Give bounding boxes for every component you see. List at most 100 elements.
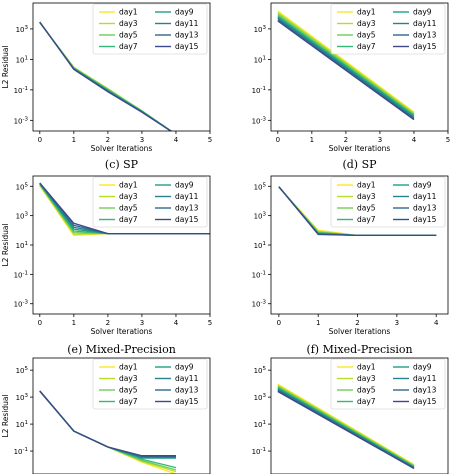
y-axis-label: L2 Residual xyxy=(1,394,10,437)
x-tick-label: 1 xyxy=(72,136,76,144)
legend-box xyxy=(92,176,208,228)
legend-label-day5: day5 xyxy=(357,386,376,395)
legend-label-day9: day9 xyxy=(413,8,432,17)
x-tick-label: 4 xyxy=(412,136,417,144)
legend-label-day5: day5 xyxy=(119,386,138,395)
legend-label-day1: day1 xyxy=(357,8,376,17)
legend-label-day9: day9 xyxy=(175,8,194,17)
y-tick-label: 10-1 xyxy=(14,270,28,279)
legend-label-day5: day5 xyxy=(119,31,138,40)
series-line-day7 xyxy=(277,15,415,116)
legend: day1 day3 day5 day7 day9 day11 day13 day15 xyxy=(330,176,446,228)
x-tick-label: 1 xyxy=(72,319,76,327)
legend-label-day9: day9 xyxy=(413,181,432,190)
legend-label-day11: day11 xyxy=(413,192,437,201)
x-tick-label: 3 xyxy=(378,136,382,144)
legend-label-day7: day7 xyxy=(357,42,376,51)
legend-box xyxy=(330,358,446,410)
x-tick-label: 2 xyxy=(106,319,110,327)
x-axis-label: Solver Iterations xyxy=(329,144,391,153)
y-tick-label: 10-1 xyxy=(252,447,266,456)
legend-label-day1: day1 xyxy=(119,363,138,372)
x-tick-label: 0 xyxy=(38,136,42,144)
panel-caption: (f) Mixed-Precision xyxy=(306,343,412,356)
y-tick-label: 10-3 xyxy=(252,116,267,125)
x-axis-label: Solver Iterations xyxy=(329,327,391,336)
legend: day1 day3 day5 day7 day9 day11 day13 day15 xyxy=(330,3,446,55)
legend-label-day13: day13 xyxy=(175,386,199,395)
legend-label-day9: day9 xyxy=(175,363,194,372)
chart-panel-1: 10-3 10-1 101 103 0 1 2 3 4 5 Solver Iterations L2 … xyxy=(1,2,212,171)
legend-label-day3: day3 xyxy=(357,374,376,383)
series-line-day3 xyxy=(277,384,415,466)
y-tick-label: 101 xyxy=(16,241,28,250)
x-tick-label: 5 xyxy=(208,136,212,144)
y-tick-label: 10-3 xyxy=(14,300,29,309)
series-line-day5 xyxy=(277,13,415,115)
x-tick-label: 0 xyxy=(38,319,42,327)
x-axis-label: Solver Iterations xyxy=(91,327,153,336)
chart-panel-4: 10-3 10-1 101 103 105 0 1 2 3 4 Solver Iterations (… xyxy=(252,175,449,356)
series-line-day15 xyxy=(39,21,172,131)
y-axis-label: L2 Residual xyxy=(1,223,10,266)
y-tick-label: 105 xyxy=(254,182,267,191)
y-tick-label: 103 xyxy=(16,212,29,221)
legend: day1 day3 day5 day7 day9 day11 day13 day15 xyxy=(92,176,208,228)
y-tick-label: 10-1 xyxy=(14,86,28,95)
legend: day1 day3 day5 day7 day9 day11 day13 day15 xyxy=(330,358,446,410)
series-line-day9 xyxy=(277,16,415,117)
panel-caption: (c) SP xyxy=(105,158,139,171)
legend-label-day3: day3 xyxy=(119,19,138,28)
legend-label-day11: day11 xyxy=(413,374,437,383)
legend-label-day15: day15 xyxy=(175,397,199,406)
y-tick-label: 105 xyxy=(254,366,267,375)
y-tick-label: 10-3 xyxy=(252,300,267,309)
series-line-day1 xyxy=(277,10,415,113)
y-tick-label: 10-3 xyxy=(14,116,29,125)
legend-label-day11: day11 xyxy=(175,374,199,383)
legend-label-day1: day1 xyxy=(119,181,138,190)
series-line-day11 xyxy=(277,17,415,119)
legend-label-day11: day11 xyxy=(175,19,199,28)
plot-frame xyxy=(32,2,211,132)
series-line-day5 xyxy=(277,385,415,467)
legend-label-day7: day7 xyxy=(357,397,376,406)
legend: day1 day3 day5 day7 day9 day11 day13 day15 xyxy=(92,358,208,410)
plot-frame xyxy=(32,357,211,474)
legend-label-day5: day5 xyxy=(357,204,376,213)
legend-label-day5: day5 xyxy=(357,31,376,40)
legend-label-day3: day3 xyxy=(357,19,376,28)
y-tick-label: 103 xyxy=(254,25,267,34)
legend-label-day3: day3 xyxy=(119,374,138,383)
legend-label-day9: day9 xyxy=(413,363,432,372)
chart-panel-2: 10-3 10-1 101 103 0 1 2 3 4 5 Solver Iterations (d)… xyxy=(252,2,450,171)
y-tick-label: 10-1 xyxy=(252,270,266,279)
y-tick-label: 105 xyxy=(16,182,29,191)
x-tick-label: 2 xyxy=(106,136,110,144)
legend-box xyxy=(92,358,208,410)
legend-label-day3: day3 xyxy=(357,192,376,201)
panel-caption: (e) Mixed-Precision xyxy=(67,343,176,356)
x-tick-label: 0 xyxy=(277,319,281,327)
legend-label-day15: day15 xyxy=(413,42,437,51)
legend-label-day15: day15 xyxy=(413,397,437,406)
x-tick-label: 5 xyxy=(208,319,212,327)
legend-label-day7: day7 xyxy=(357,215,376,224)
legend-label-day3: day3 xyxy=(119,192,138,201)
x-axis-label: Solver Iterations xyxy=(91,144,153,153)
plot-frame xyxy=(270,2,449,132)
y-tick-label: 101 xyxy=(254,420,266,429)
legend-label-day15: day15 xyxy=(175,215,199,224)
y-axis-label: L2 Residual xyxy=(1,45,10,88)
legend-box xyxy=(92,3,208,55)
x-tick-label: 1 xyxy=(310,136,314,144)
plot-frame xyxy=(270,357,449,474)
x-tick-label: 3 xyxy=(395,319,399,327)
legend-box xyxy=(330,3,446,55)
x-tick-label: 4 xyxy=(174,319,179,327)
legend-label-day13: day13 xyxy=(413,204,437,213)
y-tick-label: 10-1 xyxy=(14,447,28,456)
y-tick-label: 101 xyxy=(16,420,28,429)
